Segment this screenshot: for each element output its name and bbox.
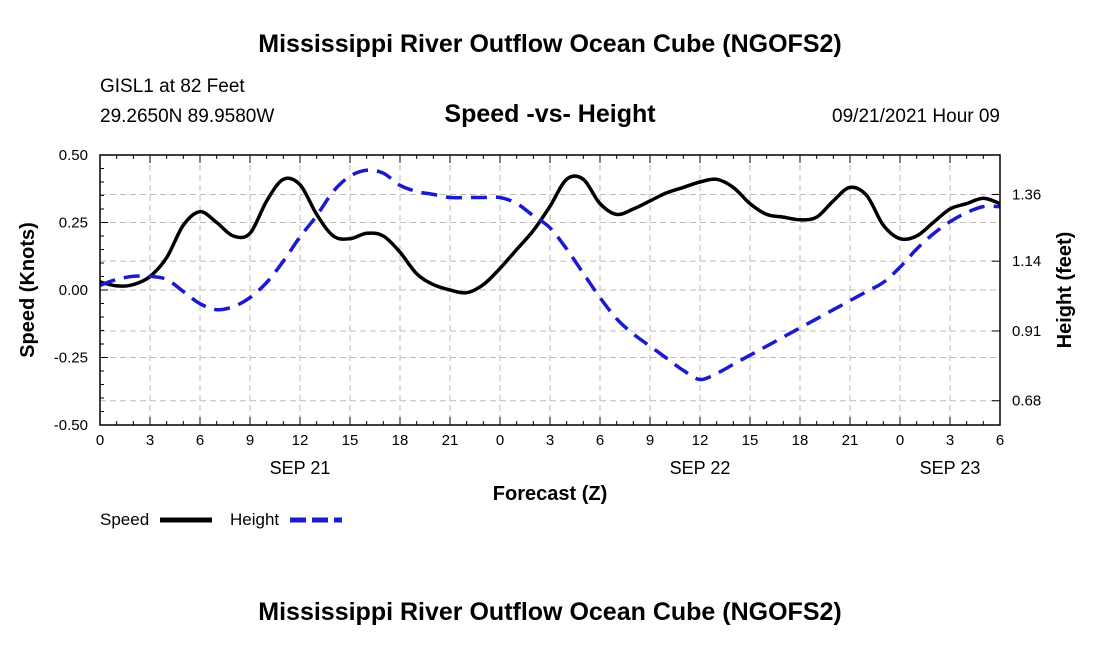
x-tick-label: 6 xyxy=(196,432,204,449)
legend: Speed Height xyxy=(100,510,342,529)
date-label: SEP 23 xyxy=(920,458,981,478)
chart-main-title: Mississippi River Outflow Ocean Cube (NG… xyxy=(258,30,842,58)
date-label: SEP 22 xyxy=(670,458,731,478)
y2-axis-label: Height (feet) xyxy=(1054,232,1076,349)
x-axis-label: Forecast (Z) xyxy=(493,483,607,505)
x-tick-label: 15 xyxy=(742,432,759,449)
x-tick-label: 6 xyxy=(596,432,604,449)
date-label: SEP 21 xyxy=(270,458,331,478)
y2-tick-label: 0.68 xyxy=(1012,393,1041,410)
station-name: GISL1 at 82 Feet xyxy=(100,76,245,97)
x-tick-label: 21 xyxy=(442,432,459,449)
x-tick-label: 0 xyxy=(896,432,904,449)
forecast-timestamp: 09/21/2021 Hour 09 xyxy=(832,106,1000,127)
x-tick-label: 15 xyxy=(342,432,359,449)
x-tick-label: 9 xyxy=(246,432,254,449)
series-layer xyxy=(99,168,1001,382)
legend-label-speed: Speed xyxy=(100,510,149,529)
y2-tick-label: 1.36 xyxy=(1012,186,1041,203)
series-line-speed xyxy=(99,174,1001,295)
chart-subtitle: Speed -vs- Height xyxy=(444,100,656,128)
y-tick-label: -0.50 xyxy=(54,417,88,434)
series-line-height xyxy=(99,168,1001,382)
x-tick-label: 3 xyxy=(946,432,954,449)
x-tick-label: 18 xyxy=(792,432,809,449)
x-tick-label: 0 xyxy=(96,432,104,449)
y-tick-label: -0.25 xyxy=(54,350,88,367)
y-tick-label: 0.50 xyxy=(59,147,88,164)
y-tick-label: 0.00 xyxy=(59,282,88,299)
x-tick-label: 18 xyxy=(392,432,409,449)
y2-tick-label: 0.91 xyxy=(1012,323,1041,340)
x-tick-label: 0 xyxy=(496,432,504,449)
x-tick-label: 12 xyxy=(692,432,709,449)
legend-label-height: Height xyxy=(230,510,279,529)
x-tick-label: 3 xyxy=(146,432,154,449)
y-tick-label: 0.25 xyxy=(59,215,88,232)
y2-tick-label: 1.14 xyxy=(1012,253,1041,270)
x-tick-label: 3 xyxy=(546,432,554,449)
station-coordinates: 29.2650N 89.9580W xyxy=(100,106,275,127)
axes-layer: 0 3 6 9 12 15 18 21 0 3 6 9 12 15 18 21 0 3 6 SEP 21 SEP 22 S… xyxy=(54,147,1041,478)
x-tick-label: 12 xyxy=(292,432,309,449)
x-tick-label: 6 xyxy=(996,432,1004,449)
x-tick-label: 21 xyxy=(842,432,859,449)
footer-title: Mississippi River Outflow Ocean Cube (NG… xyxy=(258,598,842,626)
y-axis-label: Speed (Knots) xyxy=(17,222,39,358)
x-tick-label: 9 xyxy=(646,432,654,449)
